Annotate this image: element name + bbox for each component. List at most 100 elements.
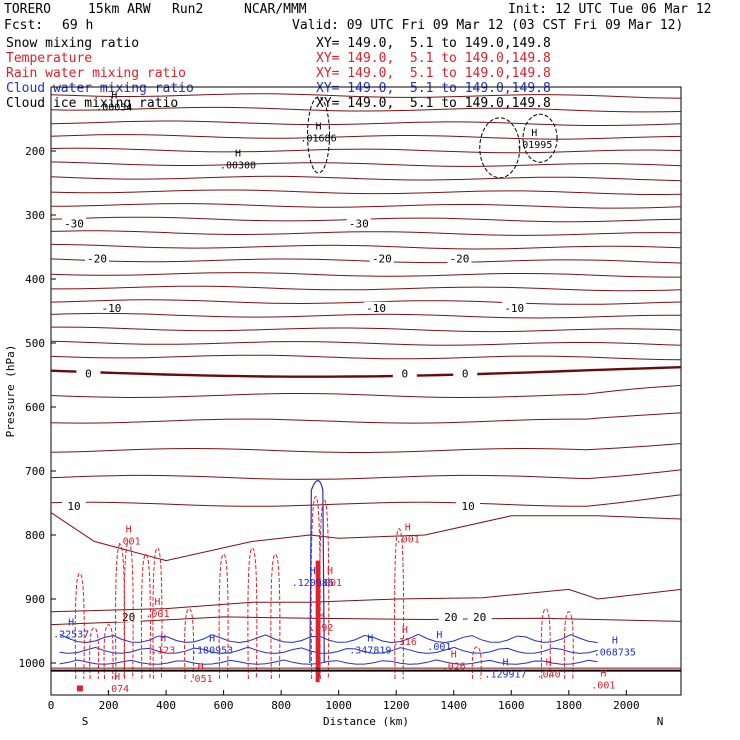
- maximum-value-label: .068735: [594, 647, 636, 658]
- maximum-value-label: .123: [151, 645, 175, 656]
- rain-line: [152, 547, 163, 680]
- cloud-water-contours: [59, 479, 598, 665]
- legend-label-temperature: Temperature: [6, 51, 93, 66]
- x-tick-label: 1400: [440, 699, 467, 712]
- isotherm-line: [50, 189, 682, 195]
- maximum-marker: H: [318, 611, 324, 622]
- isotherm-line: [50, 175, 682, 182]
- x-tick-label: 600: [214, 699, 234, 712]
- rain-line: [310, 496, 321, 680]
- maximum-marker: H: [68, 617, 74, 628]
- maximum-value-label: .001: [318, 578, 342, 589]
- isotherm-line: [50, 203, 682, 209]
- isotherm-line: [50, 588, 682, 613]
- maximum-marker: H: [405, 523, 411, 534]
- ice-cell: [307, 96, 331, 174]
- ice-contours: [307, 96, 558, 179]
- maximum-marker: H: [316, 121, 322, 132]
- maximum-marker: H: [612, 635, 618, 646]
- x-endpoint-right: N: [657, 715, 664, 728]
- maximum-marker: H: [451, 649, 457, 660]
- isotherm-label: -10: [366, 302, 386, 315]
- rain-line: [74, 572, 85, 680]
- isotherm-label: -30: [64, 217, 84, 230]
- isotherm-label-bg: [467, 610, 492, 622]
- maximum-marker: H: [436, 630, 442, 641]
- rain-line: [270, 553, 281, 680]
- maximum-marker: H: [111, 91, 117, 102]
- y-tick-label: 200: [25, 145, 45, 158]
- maximum-marker: H: [114, 672, 120, 683]
- maximum-marker: H: [235, 148, 241, 159]
- isotherm-label: -20: [372, 253, 392, 266]
- maximum-value-label: .120986: [292, 578, 334, 589]
- isotherm-line: [50, 243, 682, 250]
- maximum-marker: H: [402, 625, 408, 636]
- isotherm-line: [50, 354, 682, 361]
- isotherm-line: [50, 272, 681, 278]
- isotherm-line: [51, 285, 682, 292]
- y-tick-label: 1000: [19, 657, 46, 670]
- maximum-marker: H: [310, 566, 316, 577]
- legend-xy-cloud-ice: XY= 149.0, 5.1 to 149.0,149.8: [316, 96, 551, 111]
- isotherm-line: [50, 258, 682, 264]
- isotherm-line: [50, 512, 682, 562]
- maximum-marker: H: [126, 525, 132, 536]
- maximum-marker: H: [600, 669, 606, 680]
- rain-contours: [74, 496, 574, 692]
- isotherm-line: [50, 161, 682, 167]
- rain-line: [218, 553, 229, 680]
- maximum-value-label: .001: [396, 535, 420, 546]
- isotherm-label-bg: [447, 252, 472, 264]
- isotherm-label-bg: [438, 610, 463, 622]
- y-tick-label: 800: [25, 529, 45, 542]
- maximum-value-label: .001: [427, 642, 451, 653]
- isotherm-label: 10: [67, 500, 80, 513]
- x-tick-label: 1000: [325, 699, 352, 712]
- maximum-value-label: .040: [537, 670, 561, 681]
- isotherm-label-bg: [364, 301, 389, 313]
- maximum-marker: H: [209, 633, 215, 644]
- maximum-value-label: .001: [145, 609, 169, 620]
- isotherm-label-bg: [99, 301, 124, 313]
- isotherm-label: 0: [462, 368, 469, 381]
- y-tick-label: 900: [25, 593, 45, 606]
- header-center: NCAR/MMM: [244, 2, 307, 17]
- header-run: Run2: [172, 2, 204, 17]
- maximum-value-label: .00034: [96, 103, 132, 114]
- x-tick-label: 800: [271, 699, 291, 712]
- maximum-value-label: .074: [105, 684, 129, 695]
- isotherm-label: 20: [122, 611, 135, 624]
- isotherm-label-bg: [369, 252, 394, 264]
- isotherm-line: [50, 384, 682, 399]
- isotherm-line: [50, 230, 682, 236]
- maximum-value-label: .347819: [349, 645, 391, 656]
- isotherm-line: [50, 443, 682, 453]
- maximum-marker: H: [531, 128, 537, 139]
- header-fcst-value: 69 h: [62, 18, 94, 33]
- maximum-value-label: .001: [591, 681, 615, 692]
- maximum-marker: H: [503, 658, 509, 669]
- isotherm-label: -10: [504, 302, 524, 315]
- rain-line: [103, 624, 114, 680]
- isotherm-line: [50, 106, 682, 113]
- legend-label-rain: Rain water mixing ratio: [6, 66, 187, 81]
- isotherm-label-bg: [453, 367, 478, 379]
- rain-point-marker: [76, 685, 83, 692]
- legend-xy-snow: XY= 149.0, 5.1 to 149.0,149.8: [316, 36, 551, 51]
- legend-xy-cloud-water: XY= 149.0, 5.1 to 149.0,149.8: [316, 81, 551, 96]
- rain-line: [123, 540, 134, 680]
- isotherm-label: 20: [444, 611, 457, 624]
- maximum-marker: H: [367, 633, 373, 644]
- isotherm-line: [50, 312, 682, 319]
- rain-line: [394, 528, 405, 680]
- isotherm-label-bg: [456, 500, 481, 512]
- x-tick-label: 2000: [613, 699, 640, 712]
- maximum-marker: H: [546, 658, 552, 669]
- rain-line: [319, 499, 330, 680]
- maximum-value-label: .392: [309, 623, 333, 634]
- maximum-value-label: .051: [189, 674, 213, 685]
- isotherm-label-bg: [116, 610, 141, 622]
- maximum-value-label: .01686: [300, 133, 336, 144]
- header-valid: Valid: 09 UTC Fri 09 Mar 12 (03 CST Fri …: [292, 18, 684, 33]
